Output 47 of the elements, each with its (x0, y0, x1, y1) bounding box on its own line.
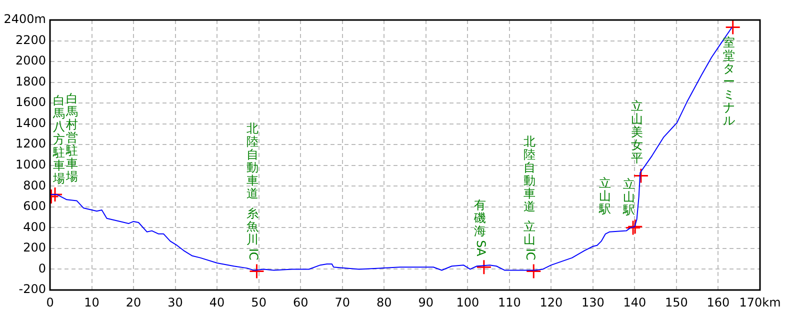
annotation: 室堂ターミナル (722, 35, 735, 128)
annotation: 糸魚川IC (246, 206, 261, 260)
annotation: 立山駅 (598, 176, 612, 216)
annotation: 立山IC (524, 220, 538, 260)
y-tick-label: 2000 (15, 54, 46, 68)
x-tick-label: 170km (739, 295, 781, 310)
x-tick-label: 60 (292, 295, 308, 310)
y-tick-label: 800 (23, 178, 46, 192)
x-tick-label: 50 (251, 295, 266, 310)
point (248, 264, 264, 280)
annotation: 白馬八方駐車場 (52, 94, 65, 186)
y-tick-label: 200 (23, 240, 46, 255)
point (476, 259, 492, 275)
point (633, 168, 649, 184)
x-tick-label: 40 (209, 295, 225, 310)
annotation: 北陸自動車道 (246, 122, 259, 201)
x-tick-label: 130 (581, 295, 604, 310)
y-tick-label: 1800 (15, 74, 46, 88)
y-tick-label: 1000 (15, 158, 46, 172)
y-tick-label: -200 (18, 282, 46, 296)
annotation: 立山美女平 (630, 98, 643, 165)
x-tick-label: 20 (126, 295, 142, 310)
y-tick-label: 400 (23, 220, 46, 234)
y-tick-label: 2400m (4, 12, 46, 26)
y-tick-label: 1400 (15, 116, 46, 130)
y-tick-label: 600 (23, 199, 46, 214)
annotation: 北陸自動車道 (524, 134, 536, 214)
annotation: 有磯海SA (472, 198, 488, 257)
y-tick-label: 2200 (15, 32, 46, 47)
annotation: 立山駅 (622, 176, 636, 217)
x-tick-label: 80 (376, 295, 392, 310)
x-tick-label: 150 (665, 295, 688, 310)
y-tick-label: 0 (38, 261, 46, 276)
x-tick-label: 110 (498, 295, 521, 310)
x-tick-label: 140 (623, 295, 646, 310)
x-tick-label: 120 (540, 295, 563, 310)
annotation: 白馬村営駐車場 (65, 92, 78, 184)
y-tick-label: 1200 (15, 136, 46, 151)
x-tick-label: 70 (334, 295, 350, 310)
x-tick-label: 30 (168, 295, 183, 310)
point (725, 20, 741, 36)
x-tick-label: 10 (84, 295, 100, 310)
y-tick-label: 1600 (15, 95, 46, 110)
point (526, 264, 542, 280)
x-tick-label: 100 (456, 295, 480, 310)
x-tick-label: 160 (706, 295, 730, 310)
x-tick-label: 90 (418, 295, 434, 310)
